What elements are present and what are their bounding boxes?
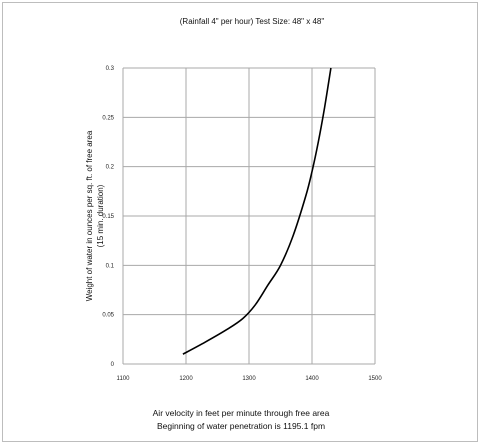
y-tick-label-0: 0 — [111, 362, 115, 368]
x-tick-label-2: 1300 — [242, 376, 256, 382]
y-tick-label-5: 0.25 — [102, 115, 114, 121]
y-tick-labels: 0 0.05 0.1 0.15 0.2 0.25 0.3 — [102, 66, 114, 368]
y-tick-label-3: 0.15 — [102, 214, 114, 220]
x-tick-label-1: 1200 — [179, 376, 193, 382]
series-layer — [182, 67, 332, 355]
grid — [122, 67, 376, 365]
y-tick-label-1: 0.05 — [102, 313, 114, 319]
x-tick-label-3: 1400 — [305, 376, 319, 382]
y-axis-label-main: Weight of water in ounces per sq. ft. of… — [85, 130, 94, 302]
y-tick-label-4: 0.2 — [106, 165, 115, 171]
chart-frame — [2, 2, 478, 442]
x-axis-label: Air velocity in feet per minute through … — [152, 408, 330, 418]
y-axis-label-note: (15 min. duration) — [96, 184, 105, 248]
x-axis-note: Beginning of water penetration is 1195.1… — [156, 421, 326, 431]
x-tick-labels: 1100 1200 1300 1400 1500 — [117, 376, 383, 382]
x-tick-label-4: 1500 — [368, 376, 382, 382]
x-tick-label-0: 1100 — [117, 376, 131, 382]
chart-title: (Rainfall 4" per hour) Test Size: 48" x … — [179, 17, 325, 26]
y-axis-label: Weight of water in ounces per sq. ft. of… — [84, 131, 106, 302]
series-line-0 — [182, 67, 332, 355]
y-tick-label-2: 0.1 — [106, 263, 115, 269]
y-tick-label-6: 0.3 — [106, 66, 115, 72]
